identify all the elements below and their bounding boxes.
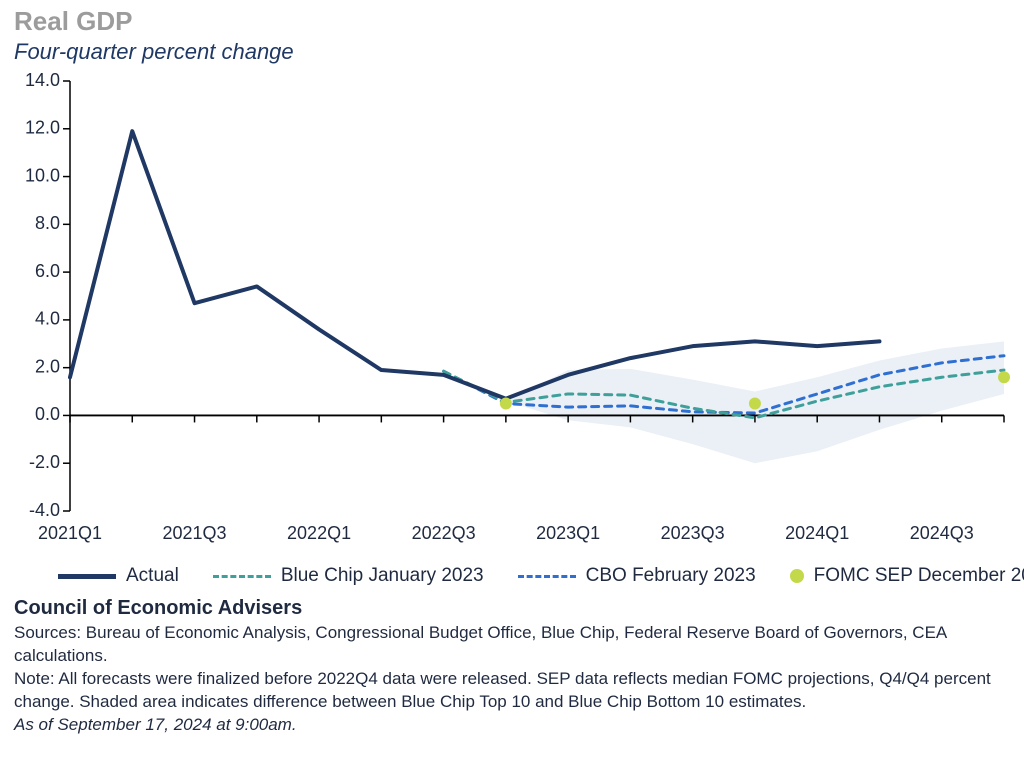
y-tick-label: 10.0 <box>25 165 60 185</box>
legend-label: FOMC SEP December 2022 <box>814 565 1024 587</box>
x-tick-label: 2021Q3 <box>163 523 227 543</box>
series-fomc-point <box>749 398 761 410</box>
footer-org: Council of Economic Advisers <box>14 597 1010 620</box>
y-tick-label: 12.0 <box>25 118 60 138</box>
legend-label: Actual <box>126 565 179 587</box>
legend-dot-swatch <box>790 569 804 583</box>
chart-subtitle: Four-quarter percent change <box>14 39 1010 65</box>
legend-item: Actual <box>58 565 179 587</box>
legend-line-swatch <box>58 574 116 579</box>
y-tick-label: 6.0 <box>35 261 60 281</box>
y-tick-label: 8.0 <box>35 213 60 233</box>
x-tick-label: 2022Q1 <box>287 523 351 543</box>
x-tick-label: 2024Q3 <box>910 523 974 543</box>
chart-title: Real GDP <box>14 6 1010 37</box>
legend-line-swatch <box>213 575 271 578</box>
series-actual <box>70 131 879 399</box>
legend-label: Blue Chip January 2023 <box>281 565 484 587</box>
footer-asof: As of September 17, 2024 at 9:00am. <box>14 715 297 734</box>
x-tick-label: 2023Q1 <box>536 523 600 543</box>
legend-line-swatch <box>518 575 576 578</box>
x-tick-label: 2021Q1 <box>38 523 102 543</box>
legend-item: Blue Chip January 2023 <box>213 565 484 587</box>
legend: Actual Blue Chip January 2023 CBO February… <box>58 565 1010 587</box>
x-tick-label: 2023Q3 <box>661 523 725 543</box>
y-tick-label: -4.0 <box>29 500 60 520</box>
y-tick-label: 2.0 <box>35 356 60 376</box>
y-tick-label: -2.0 <box>29 452 60 472</box>
gdp-line-chart: -4.0 -2.0 0.0 2.0 4.0 6.0 8.0 10.0 12.0 14.0 2021Q… <box>14 71 1010 561</box>
x-tick-label: 2022Q3 <box>412 523 476 543</box>
series-fomc-point <box>998 371 1010 383</box>
y-tick-label: 14.0 <box>25 71 60 90</box>
y-tick-label: 0.0 <box>35 404 60 424</box>
x-tick-label: 2024Q1 <box>785 523 849 543</box>
legend-label: CBO February 2023 <box>586 565 756 587</box>
series-fomc-point <box>500 398 512 410</box>
y-tick-label: 4.0 <box>35 309 60 329</box>
legend-item: FOMC SEP December 2022 <box>790 565 1024 587</box>
footer-note: Note: All forecasts were finalized befor… <box>14 669 991 711</box>
legend-item: CBO February 2023 <box>518 565 756 587</box>
footer-sources: Sources: Bureau of Economic Analysis, Co… <box>14 623 946 665</box>
